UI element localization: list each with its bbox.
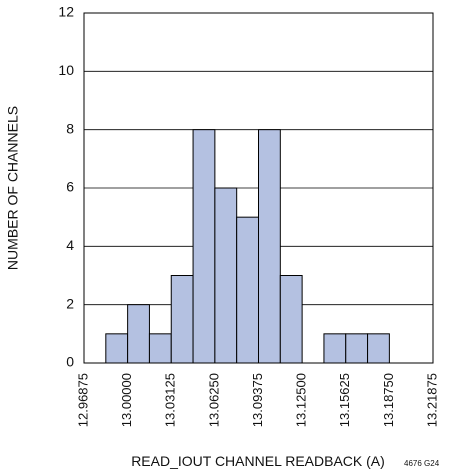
y-tick-label: 2 <box>66 295 74 311</box>
x-tick-label: 13.15625 <box>337 373 352 427</box>
histogram-bar <box>367 333 390 364</box>
x-tick-label: 13.03125 <box>163 373 178 427</box>
y-tick-label: 4 <box>66 237 74 253</box>
x-tick-label: 13.06250 <box>206 373 221 427</box>
x-axis-label: READ_IOUT CHANNEL READBACK (A) <box>131 453 385 469</box>
y-tick-label: 8 <box>66 120 74 136</box>
x-tick-label: 13.21875 <box>424 373 439 427</box>
y-tick-label: 10 <box>58 62 74 78</box>
plot-frame <box>83 12 434 364</box>
y-axis-label: NUMBER OF CHANNELS <box>5 106 21 270</box>
x-tick-label: 13.12500 <box>294 373 309 427</box>
histogram-bar <box>279 275 303 364</box>
y-tick-label: 12 <box>58 4 74 20</box>
histogram-bar <box>236 216 259 364</box>
histogram-bar <box>345 333 369 364</box>
histogram-bar <box>192 129 216 364</box>
histogram-bar <box>323 333 347 364</box>
histogram-bar <box>214 187 238 364</box>
x-tick-label: 12.96875 <box>75 373 90 427</box>
x-tick-labels: 12.96875 13.00000 13.03125 13.06250 13.09375… <box>75 373 439 427</box>
y-tick-label: 0 <box>66 354 74 370</box>
x-tick-label: 13.00000 <box>119 373 134 427</box>
histogram-bar <box>148 333 172 364</box>
y-tick-label: 6 <box>66 179 74 195</box>
figure-code: 4676 G24 <box>404 459 440 468</box>
x-tick-label: 13.18750 <box>381 373 396 427</box>
histogram-bar <box>127 304 150 364</box>
histogram-bar <box>258 129 281 364</box>
x-tick-label: 13.09375 <box>250 373 265 427</box>
histogram-bar <box>170 275 194 364</box>
y-tick-labels: 0 2 4 6 8 10 12 <box>58 4 74 370</box>
histogram-bar <box>105 333 129 364</box>
